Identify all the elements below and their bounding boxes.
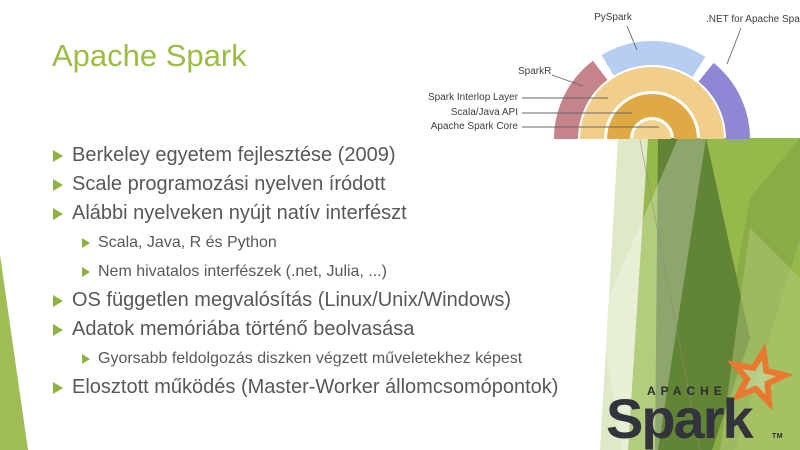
list-item: Gyorsabb feldolgozás diszken végzett műv… (53, 344, 593, 373)
diagram-label-core: Apache Spark Core (430, 121, 518, 132)
bullet-triangle-icon (53, 381, 63, 394)
bullet-text: Scala, Java, R és Python (98, 233, 277, 251)
diagram-label-sparkr: SparkR (518, 66, 552, 77)
bullet-triangle-icon (53, 207, 63, 220)
bullet-text: OS független megvalósítás (Linux/Unix/Wi… (72, 289, 512, 311)
bullet-text: Adatok memóriába történő beolvasása (72, 318, 415, 340)
core-semicircle (633, 120, 671, 139)
bullet-triangle-icon (82, 266, 90, 277)
diagram-label-scala-java: Scala/Java API (450, 107, 518, 118)
list-item: Berkeley egyetem fejlesztése (2009) (53, 141, 593, 170)
list-item: OS független megvalósítás (Linux/Unix/Wi… (53, 286, 593, 315)
bullet-text: Elosztott működés (Master-Worker állomcs… (72, 376, 559, 398)
bullet-text: Scale programozási nyelven íródott (72, 173, 386, 195)
spark-star-icon (726, 344, 792, 411)
list-item: Scala, Java, R és Python (53, 228, 593, 257)
green-accent-shapes (600, 138, 800, 450)
bullet-triangle-icon (53, 294, 63, 307)
bullet-triangle-icon (53, 178, 63, 191)
bullet-list: Berkeley egyetem fejlesztése (2009) Scal… (53, 141, 593, 402)
list-item: Scale programozási nyelven íródott (53, 170, 593, 199)
spark-architecture-diagram (522, 25, 750, 140)
bullet-triangle-icon (82, 237, 90, 248)
dotnet-segment (698, 62, 750, 140)
dotnet-pointer-line (726, 27, 742, 65)
bullet-triangle-icon (82, 353, 90, 364)
bullet-triangle-icon (53, 149, 63, 162)
sparkr-pointer-line (551, 74, 584, 87)
diagram-label-interlop: Spark Interlop Layer (428, 92, 519, 103)
list-item: Elosztott működés (Master-Worker állomcs… (53, 373, 593, 402)
bullet-text: Alábbi nyelveken nyújt natív interfészt (72, 202, 407, 224)
list-item: Nem hivatalos interfészek (.net, Julia, … (53, 257, 593, 286)
bullet-text: Nem hivatalos interfészek (.net, Julia, … (98, 262, 387, 280)
logo-spark-text: Spark (606, 387, 754, 450)
left-green-wedge (0, 255, 28, 450)
diagram-label-pyspark: PySpark (594, 12, 632, 23)
sparkr-segment (553, 60, 608, 140)
bullet-triangle-icon (53, 323, 63, 336)
diagram-label-dotnet: .NET for Apache Spark (706, 14, 800, 25)
scala-java-ring (607, 94, 697, 140)
list-item: Adatok memóriába történő beolvasása (53, 315, 593, 344)
bullet-text: Gyorsabb feldolgozás diszken végzett műv… (98, 349, 523, 367)
logo-tm-text: TM (772, 433, 784, 440)
list-item: Alábbi nyelveken nyújt natív interfészt (53, 199, 593, 228)
pyspark-pointer-line (626, 25, 638, 51)
logo-apache-text: APACHE (647, 384, 727, 398)
page-title: Apache Spark (52, 38, 247, 73)
pyspark-segment (601, 41, 706, 78)
bullet-text: Berkeley egyetem fejlesztése (2009) (72, 144, 396, 166)
